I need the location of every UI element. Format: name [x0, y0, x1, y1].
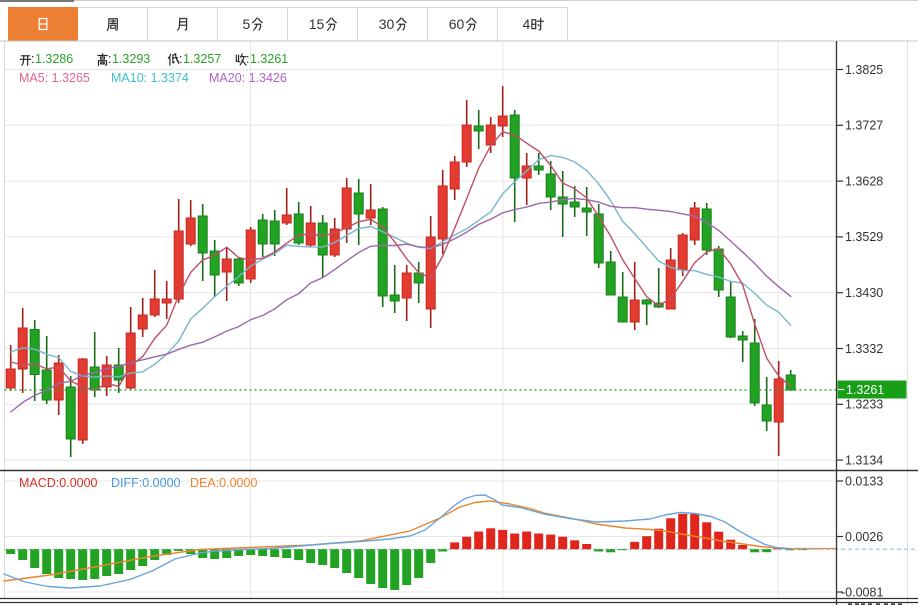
- svg-text:1.3233: 1.3233: [845, 398, 883, 412]
- svg-text:1.3727: 1.3727: [845, 119, 883, 133]
- svg-text:1.3134: 1.3134: [845, 453, 883, 467]
- svg-text:1.3261: 1.3261: [846, 383, 884, 397]
- svg-text:1.3825: 1.3825: [845, 63, 883, 77]
- svg-text:-0.0081: -0.0081: [841, 585, 883, 599]
- svg-text:1.3332: 1.3332: [845, 342, 883, 356]
- svg-text:1.3529: 1.3529: [845, 230, 883, 244]
- svg-text:30: 30: [379, 16, 395, 32]
- svg-text:5: 5: [243, 16, 251, 32]
- svg-text:15: 15: [309, 16, 325, 32]
- svg-text:0.0026: 0.0026: [845, 530, 883, 544]
- svg-text:60: 60: [449, 16, 465, 32]
- svg-text:1.3628: 1.3628: [845, 174, 883, 188]
- svg-text:1.3430: 1.3430: [845, 286, 883, 300]
- svg-text:0.0133: 0.0133: [845, 474, 883, 488]
- svg-text:4: 4: [523, 16, 531, 32]
